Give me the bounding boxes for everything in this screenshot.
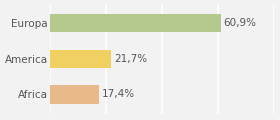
Text: 60,9%: 60,9% [224,18,257,28]
Bar [50,50,111,68]
Bar [50,85,99,104]
Text: 17,4%: 17,4% [102,89,135,99]
Text: 21,7%: 21,7% [114,54,147,64]
Bar [50,14,221,32]
